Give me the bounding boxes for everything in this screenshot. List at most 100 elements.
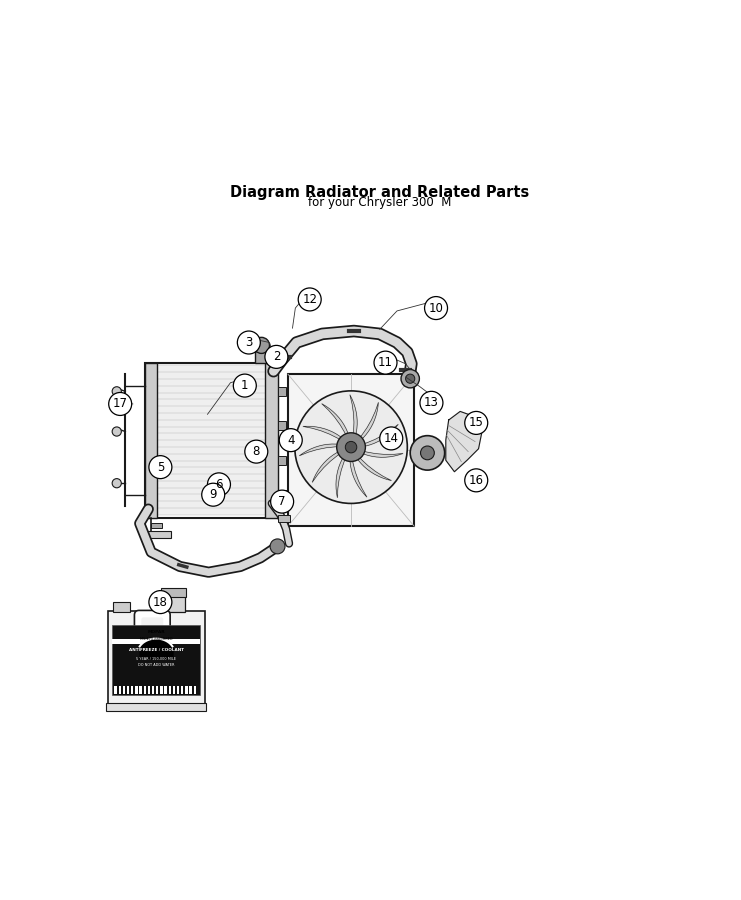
Polygon shape [350,454,367,497]
Polygon shape [312,449,345,482]
Text: 12: 12 [302,292,317,306]
Text: 5 YEAR / 150,000 MILE: 5 YEAR / 150,000 MILE [136,656,176,661]
Bar [144,686,146,694]
Circle shape [112,427,122,436]
FancyBboxPatch shape [107,611,205,706]
Text: 1: 1 [241,379,248,392]
Text: Diagram Radiator and Related Parts: Diagram Radiator and Related Parts [230,184,529,200]
Circle shape [374,351,397,374]
Bar [190,686,192,694]
Bar [177,686,179,694]
Circle shape [279,428,302,452]
Polygon shape [446,411,482,472]
Text: 18: 18 [153,596,167,608]
Text: 10: 10 [428,302,443,315]
Circle shape [401,370,419,388]
Bar [160,686,162,694]
Bar [107,703,206,711]
Bar [139,686,142,694]
Polygon shape [303,427,347,443]
Text: MOPAR: MOPAR [147,630,165,634]
Circle shape [411,436,445,470]
Polygon shape [350,395,357,441]
Bar [173,686,175,694]
Polygon shape [322,404,350,441]
Circle shape [112,479,122,488]
Bar [136,686,138,694]
Bar [168,686,171,694]
Bar [278,455,286,464]
Text: 3: 3 [245,336,253,349]
Polygon shape [354,453,391,481]
Text: 13: 13 [424,396,439,410]
Text: MS-170 PREMIXED: MS-170 PREMIXED [140,637,173,641]
Bar [119,686,121,694]
Bar [278,491,286,500]
Circle shape [265,346,288,368]
Text: 15: 15 [469,417,484,429]
Circle shape [379,427,403,450]
Bar [278,387,286,396]
Circle shape [295,391,408,503]
Circle shape [420,392,443,414]
Bar [265,363,278,518]
Circle shape [112,387,122,396]
Circle shape [270,539,285,554]
Circle shape [109,392,132,416]
Circle shape [298,288,321,310]
Circle shape [425,297,448,320]
Bar [161,588,187,597]
Bar [112,625,200,695]
Circle shape [465,411,488,435]
Polygon shape [356,402,379,444]
Circle shape [270,491,293,513]
Text: DO NOT ADD WATER: DO NOT ADD WATER [138,663,174,667]
Bar [164,596,185,612]
Circle shape [202,483,225,506]
Bar [131,686,133,694]
Bar [288,374,414,526]
Text: 7: 7 [279,495,286,508]
Bar [278,421,286,430]
Bar [152,686,154,694]
Circle shape [149,455,172,479]
Circle shape [421,446,434,460]
Circle shape [207,472,230,496]
Bar [127,686,129,694]
Text: 5: 5 [156,461,164,473]
Text: 11: 11 [378,356,393,369]
Text: 8: 8 [253,446,260,458]
Text: 16: 16 [469,473,484,487]
Circle shape [233,374,256,397]
Text: 4: 4 [287,434,294,446]
Text: 14: 14 [384,432,399,445]
Bar [255,351,269,363]
Text: 2: 2 [273,350,280,364]
Polygon shape [358,425,398,447]
Bar [145,363,278,518]
Bar [156,686,159,694]
Bar [123,686,125,694]
Polygon shape [336,453,348,498]
Bar [154,365,269,515]
Circle shape [336,433,365,462]
FancyBboxPatch shape [142,617,163,643]
Circle shape [253,338,270,354]
Polygon shape [357,449,403,457]
Circle shape [474,472,480,477]
FancyBboxPatch shape [134,610,170,650]
Bar [185,686,187,694]
Text: ANTIFREEZE / COOLANT: ANTIFREEZE / COOLANT [129,648,184,652]
Bar [113,601,130,612]
Circle shape [237,331,260,354]
Bar [145,363,157,518]
Circle shape [245,440,268,464]
Bar [278,516,290,522]
Bar [165,686,167,694]
Text: 17: 17 [113,398,127,410]
Polygon shape [299,444,345,455]
Bar [151,524,162,528]
Text: for your Chrysler 300  M: for your Chrysler 300 M [308,196,451,209]
Bar [114,686,117,694]
Bar [147,686,150,694]
